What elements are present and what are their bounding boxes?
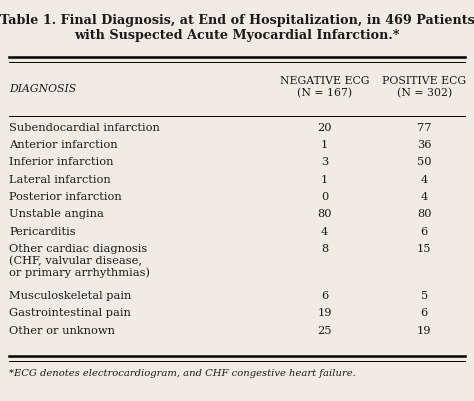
Text: Inferior infarction: Inferior infarction bbox=[9, 157, 114, 167]
Text: Anterior infarction: Anterior infarction bbox=[9, 140, 118, 150]
Text: Gastrointestinal pain: Gastrointestinal pain bbox=[9, 308, 131, 318]
Text: 6: 6 bbox=[321, 290, 328, 300]
Text: Other cardiac diagnosis
(CHF, valvular disease,
or primary arrhythmias): Other cardiac diagnosis (CHF, valvular d… bbox=[9, 243, 150, 277]
Text: DIAGNOSIS: DIAGNOSIS bbox=[9, 84, 77, 94]
Text: 19: 19 bbox=[318, 308, 332, 318]
Text: Other or unknown: Other or unknown bbox=[9, 325, 116, 335]
Text: Musculoskeletal pain: Musculoskeletal pain bbox=[9, 290, 132, 300]
Text: 1: 1 bbox=[321, 140, 328, 150]
Text: 77: 77 bbox=[417, 122, 431, 132]
Text: 25: 25 bbox=[318, 325, 332, 335]
Text: 5: 5 bbox=[420, 290, 428, 300]
Text: Subendocardial infarction: Subendocardial infarction bbox=[9, 122, 160, 132]
Text: 15: 15 bbox=[417, 243, 431, 253]
Text: 80: 80 bbox=[417, 209, 431, 219]
Text: 4: 4 bbox=[420, 174, 428, 184]
Text: 80: 80 bbox=[318, 209, 332, 219]
Text: 4: 4 bbox=[420, 191, 428, 201]
Text: 4: 4 bbox=[321, 226, 328, 236]
Text: Unstable angina: Unstable angina bbox=[9, 209, 104, 219]
Text: 0: 0 bbox=[321, 191, 328, 201]
Text: 6: 6 bbox=[420, 226, 428, 236]
Text: Lateral infarction: Lateral infarction bbox=[9, 174, 111, 184]
Text: 19: 19 bbox=[417, 325, 431, 335]
Text: Pericarditis: Pericarditis bbox=[9, 226, 76, 236]
Text: 20: 20 bbox=[318, 122, 332, 132]
Text: *ECG denotes electrocardiogram, and CHF congestive heart failure.: *ECG denotes electrocardiogram, and CHF … bbox=[9, 368, 356, 377]
Text: Table 1. Final Diagnosis, at End of Hospitalization, in 469 Patients
with Suspec: Table 1. Final Diagnosis, at End of Hosp… bbox=[0, 14, 474, 42]
Text: 50: 50 bbox=[417, 157, 431, 167]
Text: POSITIVE ECG
(N = 302): POSITIVE ECG (N = 302) bbox=[382, 76, 466, 98]
Text: 36: 36 bbox=[417, 140, 431, 150]
Text: 1: 1 bbox=[321, 174, 328, 184]
Text: NEGATIVE ECG
(N = 167): NEGATIVE ECG (N = 167) bbox=[280, 76, 369, 98]
Text: 6: 6 bbox=[420, 308, 428, 318]
Text: 8: 8 bbox=[321, 243, 328, 253]
Text: Posterior infarction: Posterior infarction bbox=[9, 191, 122, 201]
Text: 3: 3 bbox=[321, 157, 328, 167]
